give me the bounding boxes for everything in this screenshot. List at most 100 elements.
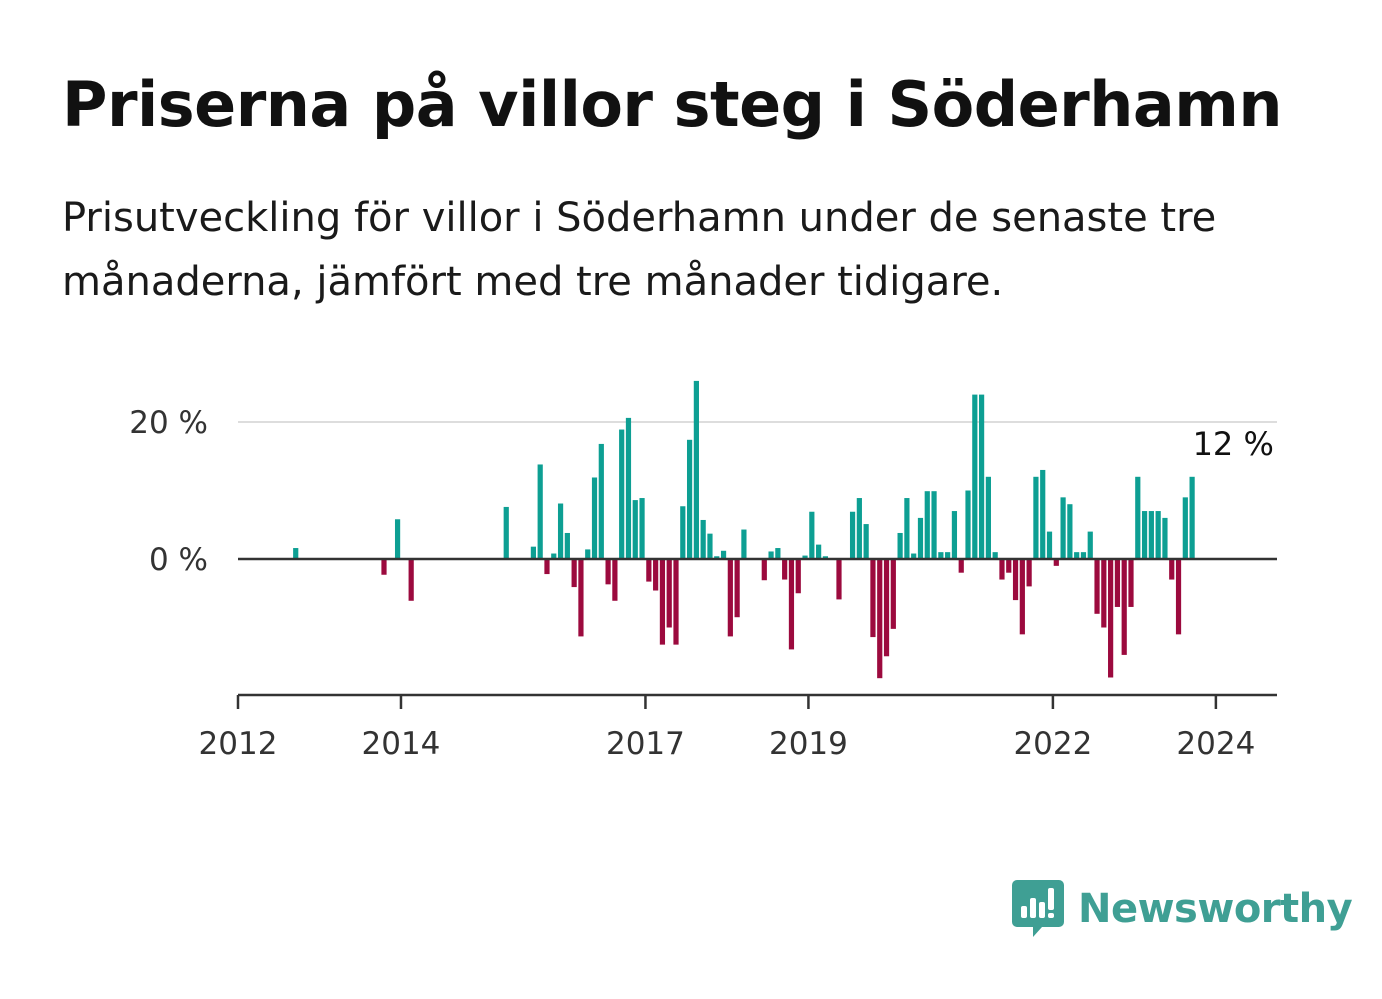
bar (897, 532, 903, 559)
bar (1169, 559, 1175, 580)
bar (938, 552, 944, 559)
bar (639, 498, 645, 559)
bar (1026, 559, 1032, 587)
bar (1067, 504, 1073, 559)
bar (1189, 476, 1195, 559)
bar (1006, 559, 1012, 573)
bar (951, 511, 958, 559)
bar (1114, 559, 1121, 607)
bar (870, 559, 876, 638)
bar (598, 443, 604, 559)
bar (659, 559, 666, 645)
x-tick-label: 2022 (1013, 726, 1092, 762)
bar (625, 417, 632, 559)
bar (612, 559, 618, 601)
bar (1148, 511, 1154, 559)
bar (1046, 531, 1053, 559)
bar (1141, 511, 1148, 559)
bar (673, 559, 679, 645)
bar (795, 559, 801, 594)
bar (605, 559, 611, 585)
bar (931, 491, 937, 559)
x-tick-label: 2024 (1176, 726, 1255, 762)
bar (802, 555, 808, 559)
bar (1135, 476, 1141, 559)
bar (714, 556, 720, 559)
bar (809, 511, 815, 560)
brand-name: Newsworthy (1078, 886, 1353, 932)
bar (761, 559, 767, 581)
bar (1175, 559, 1182, 635)
bar (381, 559, 387, 575)
chart-subtitle: Prisutveckling för villor i Söderhamn un… (62, 195, 1217, 305)
bar (1155, 511, 1161, 559)
bar (1074, 552, 1080, 559)
bar (646, 559, 652, 582)
bar (585, 549, 591, 559)
x-tick-label: 2012 (199, 726, 278, 762)
bar (544, 559, 550, 575)
bar (693, 380, 699, 559)
bar (1060, 497, 1066, 559)
bar (965, 490, 971, 559)
bar (619, 429, 625, 559)
bar (775, 548, 781, 559)
bar (666, 559, 672, 628)
bar (856, 498, 862, 559)
bar (537, 464, 543, 559)
bar (816, 544, 822, 559)
bar (551, 553, 557, 559)
bar (1162, 517, 1168, 559)
y-tick-label: 0 % (149, 542, 208, 578)
bar (686, 439, 693, 559)
bar (720, 550, 727, 559)
bar (571, 559, 577, 588)
bar (530, 546, 536, 559)
bar (904, 498, 910, 559)
bar (632, 500, 638, 559)
bar (1080, 552, 1087, 559)
bar (707, 533, 713, 559)
newsworthy-logo-icon (1012, 880, 1064, 937)
bar (1101, 559, 1107, 628)
bar (1121, 559, 1127, 655)
bar (680, 506, 686, 559)
bar (863, 524, 869, 559)
bar (788, 559, 795, 650)
y-tick-label: 20 % (129, 405, 208, 441)
bar (503, 506, 509, 559)
bar (1033, 476, 1039, 559)
bar (883, 559, 890, 657)
bar (1053, 559, 1059, 566)
bar (1182, 497, 1188, 559)
latest-value-label: 12 % (1193, 425, 1274, 463)
bar (836, 559, 842, 600)
bar (979, 394, 985, 559)
bar (741, 529, 747, 559)
bar (734, 559, 740, 618)
bar (653, 559, 659, 591)
bar (911, 553, 917, 559)
bar (822, 556, 829, 559)
bar (1012, 559, 1019, 601)
chart-title: Priserna på villor steg i Söderhamn (62, 68, 1282, 141)
bar (1040, 469, 1046, 559)
bar (992, 552, 998, 559)
bar (700, 519, 706, 560)
bar (727, 559, 733, 637)
bar (945, 552, 951, 559)
x-tick-label: 2019 (769, 726, 848, 762)
bar (591, 477, 598, 560)
brand: Newsworthy (1012, 880, 1353, 938)
bar (985, 476, 991, 559)
bar (999, 559, 1005, 580)
bar (408, 559, 414, 601)
bar (557, 503, 564, 559)
bar (578, 559, 584, 637)
bar (972, 394, 978, 559)
bar (1108, 559, 1114, 678)
bar (1019, 559, 1025, 635)
bar (293, 548, 299, 559)
bar (890, 559, 896, 629)
